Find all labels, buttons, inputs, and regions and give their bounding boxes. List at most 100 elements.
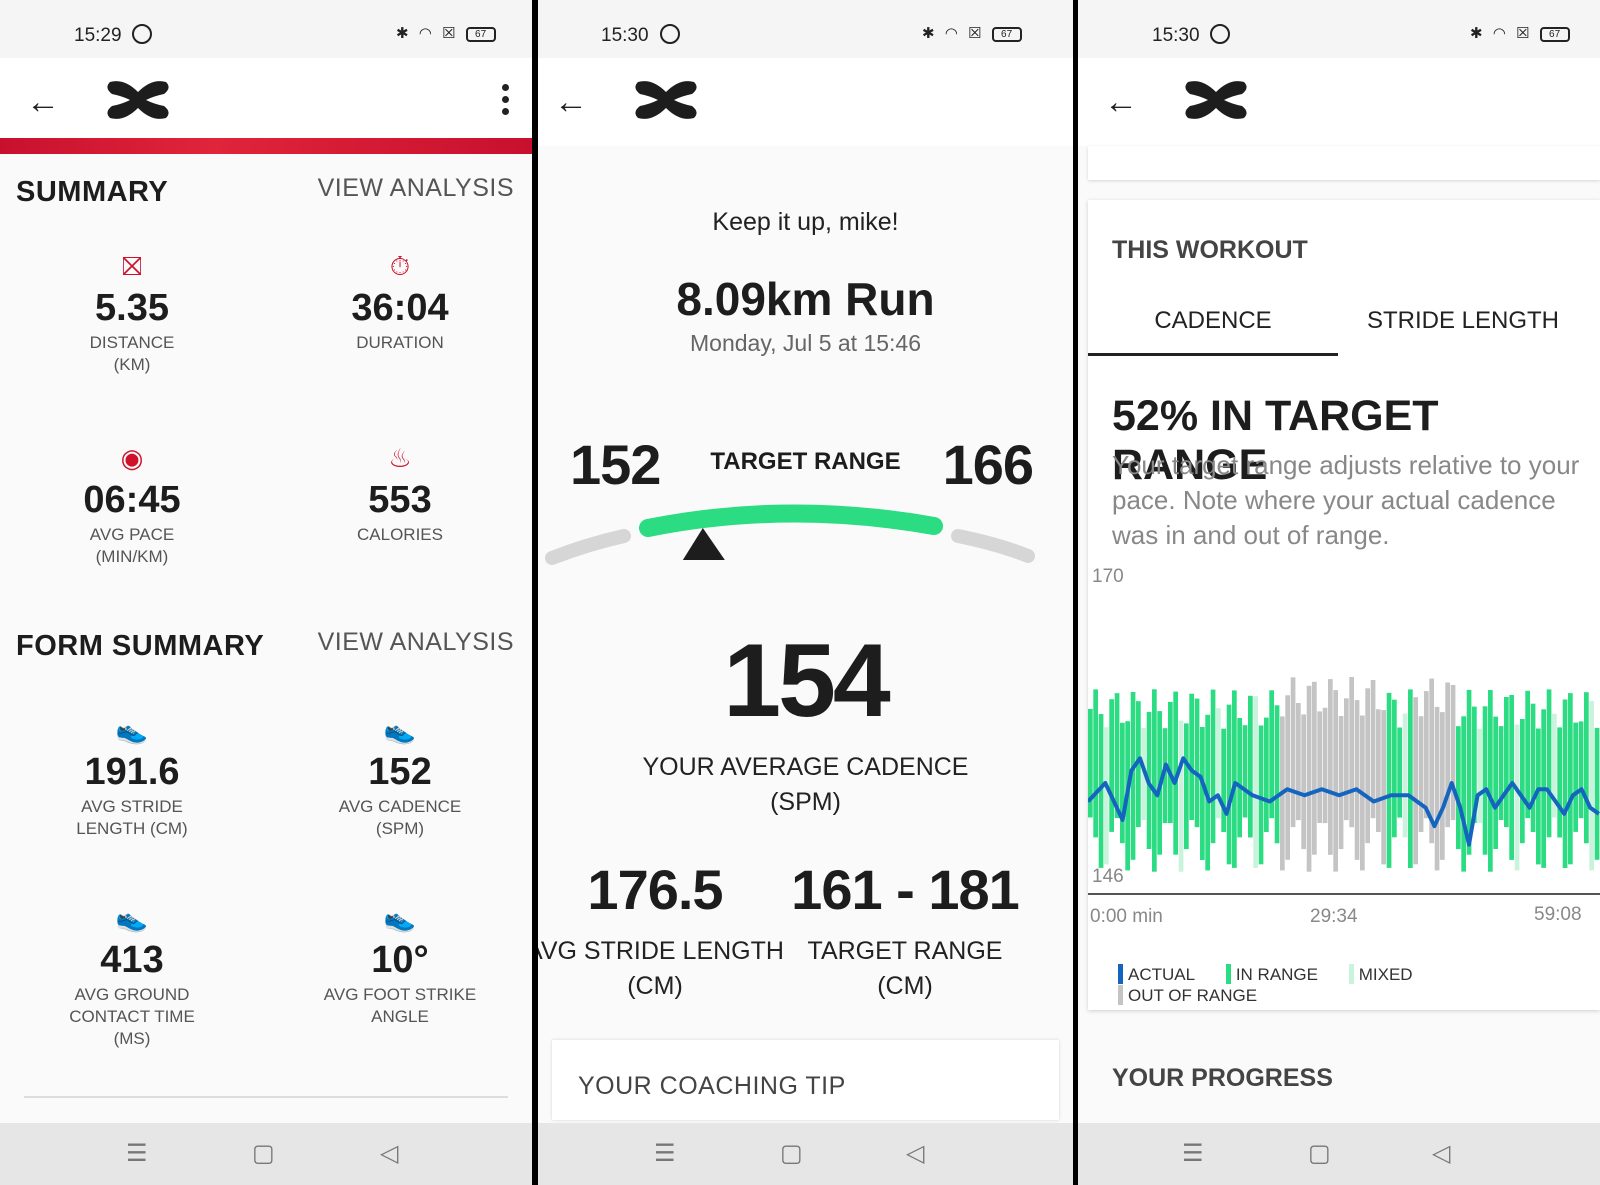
range-bar [1397,727,1402,818]
back-nav-icon[interactable]: ◁ [380,1140,399,1167]
range-bar [1408,689,1413,868]
range-bar [1109,699,1114,832]
range-bar [1285,695,1290,860]
stat-label: DISTANCE (KM) [89,333,175,374]
cadence-chart-screen: 15:30 ✱ ◠ ☒ 67 ← THIS WORKOUT CADENCE ST… [1078,0,1600,1185]
range-bar [1173,691,1178,855]
stat-value: 191.6 [84,751,180,793]
range-bar [1434,706,1440,871]
range-bar [1328,679,1333,855]
status-bar: 15:30 ✱ ◠ ☒ 67 [538,0,1073,58]
more-options-icon[interactable] [502,84,510,120]
range-bar [1104,727,1109,865]
cadence-detail-screen: 15:30 ✱ ◠ ☒ 67 ← Keep it up, mike! 8.09k… [538,0,1073,1185]
range-bar [1317,711,1322,823]
gauge-low-track [545,529,631,565]
battery-icon: 67 [465,26,496,42]
stat-label: AVG CADENCE (SPM) [338,797,462,838]
menu-nav-icon[interactable]: ☰ [126,1140,148,1167]
range-bar [1504,697,1509,828]
range-bar [1306,685,1312,872]
range-bar [1381,710,1386,865]
app-bar: ← [538,58,1073,146]
form-view-analysis-link[interactable]: VIEW ANALYSIS [317,628,514,656]
range-bar [1120,722,1125,844]
range-bar [1210,689,1216,844]
app-bar: ← [0,58,532,146]
stat-foot-strike: 👟 10° AVG FOOT STRIKE ANGLE [290,900,510,1028]
x-tick-label: 59:08 [1534,904,1582,925]
range-bar [1093,689,1098,838]
card-title: THIS WORKOUT [1112,236,1308,264]
stat-stride-length: 👟 191.6 AVG STRIDE LENGTH (CM) [22,712,242,840]
range-bar [1530,703,1536,832]
range-bar [1232,690,1237,868]
menu-nav-icon[interactable]: ☰ [1182,1140,1204,1167]
range-bar [1525,690,1530,819]
actual-cadence-line [1088,756,1600,847]
stat-value: 5.35 [95,287,169,329]
range-bar [1418,716,1424,832]
range-bar [1253,696,1258,868]
menu-nav-icon[interactable]: ☰ [654,1140,676,1167]
range-bar [1365,688,1370,844]
range-high-value: 166 [942,433,1034,496]
cadence-chart [1088,677,1600,895]
system-icons: ✱ ◠ ☒ 67 [396,24,496,42]
range-bar [1477,728,1482,824]
legend-actual: ACTUAL [1118,964,1195,985]
tab-cadence[interactable]: CADENCE [1088,304,1338,356]
metric-label: TARGET RANGE (CM) [807,937,1003,1000]
cadence-gauge [545,504,1035,565]
range-bar [1338,716,1344,850]
back-arrow-icon[interactable]: ← [26,83,60,121]
stat-calories: ♨ 553 CALORIES [290,440,510,546]
back-arrow-icon[interactable]: ← [1104,83,1138,121]
stat-label: DURATION [356,333,444,352]
coaching-tip-card[interactable]: YOUR COACHING TIP [552,1040,1059,1120]
target-range-headline: 52% IN TARGET RANGE [1112,392,1439,489]
metric-value: 161 - 181 [791,858,1020,921]
range-bar [1584,692,1589,844]
range-bar [1493,716,1498,849]
chart-legend: ACTUAL IN RANGE MIXED OUT OF RANGE [1118,964,1600,1006]
under-armour-logo [1185,81,1247,119]
whatsapp-icon [132,24,152,44]
stat-value: 413 [100,939,164,981]
range-bar [1200,727,1205,860]
system-nav-bar: ☰ ▢ ◁ [0,1123,532,1185]
system-nav-bar: ☰ ▢ ◁ [538,1123,1073,1185]
range-bar [1557,727,1562,838]
target-range-description: Your target range adjusts relative to yo… [1112,450,1580,550]
header-banner [0,138,532,154]
stat-avg-pace: ◉ 06:45 AVG PACE (MIN/KM) [22,440,242,568]
range-bar [1162,728,1168,824]
back-nav-icon[interactable]: ◁ [906,1140,925,1167]
range-bar [1413,697,1418,865]
summary-view-analysis-link[interactable]: VIEW ANALYSIS [317,174,514,202]
legend-in-range: IN RANGE [1225,964,1318,985]
stopwatch-icon: ⏱ [389,251,411,281]
y-axis-max-label: 170 [1092,566,1124,587]
range-bar [1258,725,1264,865]
home-nav-icon[interactable]: ▢ [780,1140,803,1167]
back-nav-icon[interactable]: ◁ [1432,1140,1451,1167]
stat-ground-contact: 👟 413 AVG GROUND CONTACT TIME (MS) [22,900,242,1050]
coaching-tip-title: YOUR COACHING TIP [578,1072,846,1100]
range-bar [1386,692,1392,868]
home-nav-icon[interactable]: ▢ [1308,1140,1331,1167]
range-bar [1440,712,1445,860]
range-bar [1429,678,1434,844]
range-bar [1114,693,1120,819]
home-nav-icon[interactable]: ▢ [252,1140,275,1167]
back-arrow-icon[interactable]: ← [554,83,588,121]
range-bar [1589,700,1594,871]
range-bar [1098,714,1104,868]
status-time: 15:29 [74,25,122,46]
average-cadence-label: YOUR AVERAGE CADENCE (SPM) [642,753,969,816]
shoe-icon: 👟 [115,715,149,745]
tab-stride-length[interactable]: STRIDE LENGTH [1366,307,1560,334]
range-bar [1178,720,1184,872]
range-bar [1274,705,1280,844]
status-bar: 15:29 ✱ ◠ ☒ 67 [0,0,532,58]
